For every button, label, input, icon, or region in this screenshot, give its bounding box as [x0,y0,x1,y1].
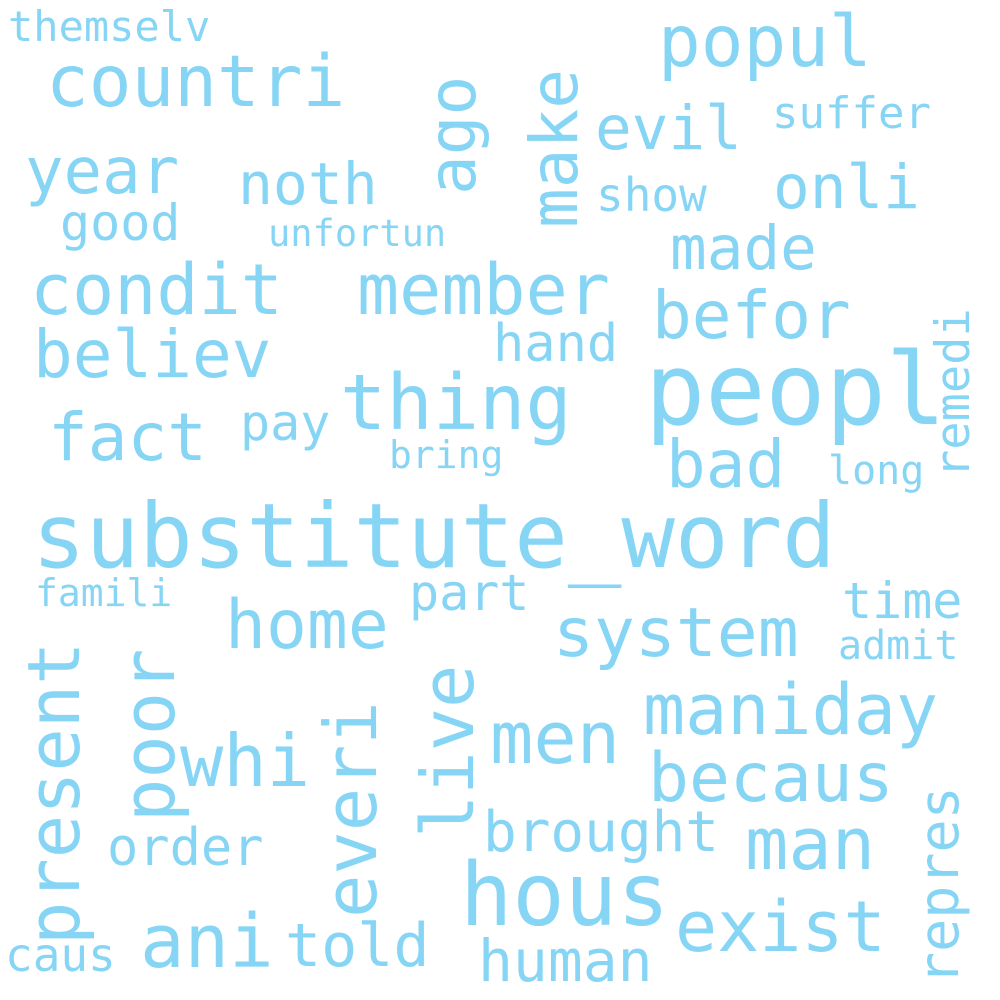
word-famili: famili [35,571,173,615]
word-thing: thing [340,359,572,448]
word-human: human [478,927,653,995]
word-hous: hous [460,844,670,946]
word-evil: evil [595,93,742,164]
word-ago: ago [414,75,491,195]
word-pay: pay [240,394,331,452]
word-live: live [406,664,490,838]
word-home: home [225,586,389,665]
word-show: show [596,168,707,222]
word-brought: brought [483,800,720,865]
word-men: men [490,696,621,780]
word-time: time [842,572,963,630]
word-onli: onli [773,152,920,223]
word-poor: poor [107,648,191,822]
word-ani: ani [140,899,274,985]
word-order: order [107,818,264,878]
word-good: good [60,194,181,252]
word-admit: admit [838,623,959,669]
word-popul: popul [658,0,872,83]
word-exist: exist [675,886,886,968]
word-made: made [670,213,817,284]
word-man: man [745,802,876,886]
word-themselv: themselv [8,2,211,51]
word-believ: believ [33,316,272,393]
word-countri: countri [46,40,346,123]
word-noth: noth [238,150,378,218]
word-condit: condit [30,249,283,331]
word-present: present [12,641,96,945]
word-caus: caus [5,928,116,982]
word-member: member [357,249,610,331]
word-repres: repres [907,786,971,985]
word-whi: whi [180,719,311,803]
word-system: system [553,594,799,673]
word-becaus: becaus [648,739,894,818]
word-remedi: remedi [926,308,981,478]
word-suffer: suffer [772,88,931,139]
word-part: part [409,564,530,622]
word-maniday: maniday [643,669,939,751]
word-hand: hand [493,314,619,374]
word-everi: everi [309,701,393,918]
word-make: make [516,69,593,228]
word-substitute_word: substitute_word [32,484,836,588]
word-unfortun: unfortun [268,212,447,255]
word-fact: fact [48,399,207,476]
word-befor: befor [652,277,851,354]
word-bad: bad [666,426,786,503]
word-year: year [25,135,180,209]
word-told: told [285,911,430,981]
word-long: long [828,448,925,494]
word-peopl: peopl [645,331,947,448]
word-bring: bring [389,433,504,477]
